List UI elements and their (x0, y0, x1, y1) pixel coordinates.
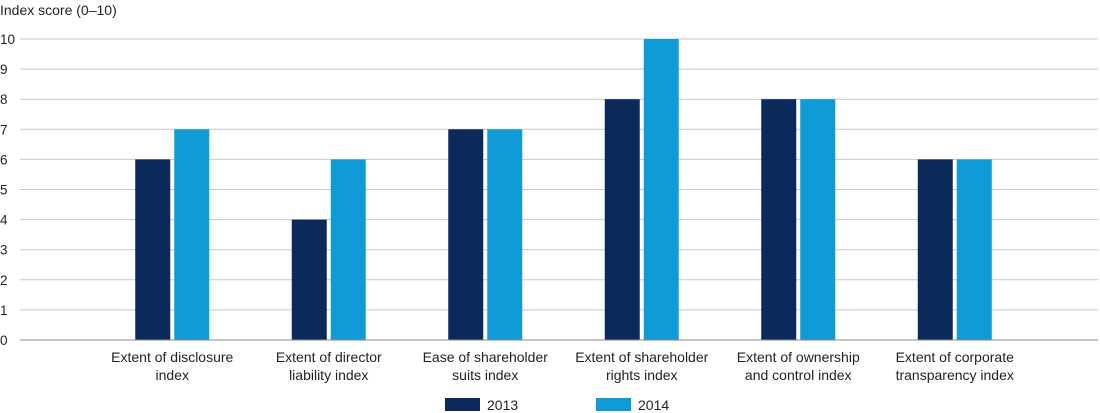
bar-2014 (174, 129, 210, 340)
category-label: Extent of ownership (737, 349, 860, 365)
category-label: and control index (745, 367, 852, 383)
y-tick-label: 8 (0, 92, 8, 107)
bar-2013 (448, 129, 484, 340)
legend-label-2013: 2013 (487, 397, 518, 413)
category-label: Extent of corporate (896, 349, 1015, 365)
bar-2013 (604, 99, 640, 340)
bar-2014 (487, 129, 523, 340)
y-tick-label: 0 (0, 333, 8, 348)
y-tick-label: 4 (0, 213, 8, 228)
bar-2013 (291, 219, 327, 340)
legend-swatch-2013 (445, 398, 480, 411)
category-label: liability index (289, 367, 368, 383)
bar-2014 (956, 159, 992, 340)
legend-label-2014: 2014 (638, 397, 669, 413)
legend-swatch-2014 (596, 398, 631, 411)
y-tick-label: 2 (0, 273, 8, 288)
category-label: index (156, 367, 189, 383)
y-tick-label: 7 (0, 122, 8, 137)
y-tick-label: 9 (0, 62, 8, 77)
legend: 2013 2014 (445, 397, 669, 413)
category-label: Ease of shareholder (423, 349, 549, 365)
bars (135, 39, 992, 340)
bar-2014 (800, 99, 836, 340)
category-label: transparency index (896, 367, 1014, 383)
category-label: Extent of director (276, 349, 382, 365)
y-tick-label: 10 (0, 32, 15, 47)
y-axis-label: Index score (0–10) (0, 2, 117, 18)
y-tick-label: 6 (0, 152, 8, 167)
y-tick-label: 3 (0, 243, 8, 258)
category-labels: Extent of disclosure index Extent of direc… (111, 349, 1014, 383)
y-tick-label: 5 (0, 183, 8, 198)
category-label: Extent of disclosure (111, 349, 233, 365)
category-label: suits index (452, 367, 518, 383)
category-label: Extent of shareholder (575, 349, 708, 365)
bar-2013 (917, 159, 953, 340)
y-tick-labels: 0 1 2 3 4 5 6 7 8 9 10 (0, 32, 15, 348)
y-tick-label: 1 (0, 303, 8, 318)
category-label: rights index (606, 367, 678, 383)
bar-2014 (330, 159, 366, 340)
bar-2013 (135, 159, 171, 340)
bar-2014 (643, 39, 679, 340)
bar-2013 (761, 99, 797, 340)
